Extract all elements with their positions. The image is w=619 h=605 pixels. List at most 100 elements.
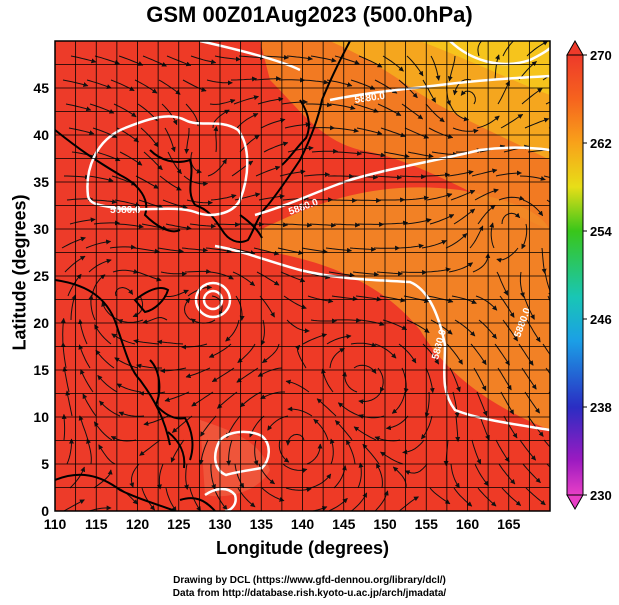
streamline (184, 128, 190, 154)
streamline (375, 174, 402, 180)
streamline (500, 113, 524, 129)
streamline (208, 271, 234, 280)
streamline (286, 55, 313, 61)
streamline (334, 317, 362, 323)
streamline (358, 319, 385, 326)
colorbar-label: 246 (590, 312, 612, 327)
streamline (469, 225, 484, 249)
streamline (78, 344, 91, 369)
streamline (302, 79, 329, 85)
streamline (379, 295, 406, 303)
streamline (548, 391, 550, 395)
streamline (404, 463, 428, 475)
streamline (352, 271, 379, 277)
streamline (190, 55, 217, 65)
streamline (472, 253, 491, 273)
streamline (279, 169, 306, 177)
streamline (479, 415, 490, 441)
streamline (209, 98, 236, 105)
streamline (453, 487, 473, 507)
streamline (183, 175, 209, 187)
streamline (110, 79, 135, 92)
streamline (524, 391, 541, 414)
streamline (309, 473, 332, 489)
streamline (225, 319, 240, 342)
contour-label: 5880.0 (354, 91, 386, 106)
streamline (542, 74, 550, 81)
streamline (549, 224, 550, 226)
x-tick-label: 145 (332, 516, 356, 532)
streamline (337, 402, 361, 417)
streamline (140, 127, 159, 148)
streamline (285, 487, 312, 493)
streamline (494, 54, 500, 81)
streamline (80, 369, 94, 393)
streamline (523, 295, 535, 320)
streamline (328, 271, 355, 278)
x-tick-label: 120 (126, 516, 150, 532)
streamline (446, 343, 463, 365)
streamline (334, 55, 360, 65)
streamline (325, 247, 352, 253)
y-tick-label: 15 (33, 362, 49, 378)
x-tick-label: 125 (167, 516, 191, 532)
streamline (524, 117, 550, 129)
streamline (430, 55, 441, 81)
streamline (545, 367, 550, 375)
streamline (452, 391, 460, 418)
streamline (425, 367, 435, 394)
streamline (71, 151, 98, 159)
streamline (357, 462, 364, 489)
streamline (310, 55, 337, 63)
streamline (455, 415, 461, 442)
streamline (333, 222, 361, 228)
y-tick-label: 10 (33, 409, 49, 425)
streamline (451, 295, 477, 304)
streamline (476, 391, 488, 417)
streamline (477, 487, 497, 507)
x-axis-label: Longitude (degrees) (215, 538, 389, 558)
streamline (262, 343, 280, 364)
plot-frame (54, 40, 551, 512)
streamline (329, 347, 345, 369)
streamline (257, 96, 284, 105)
colorbar-label: 254 (590, 224, 612, 239)
streamline (313, 418, 329, 441)
streamline (69, 466, 86, 489)
streamline (139, 439, 161, 456)
streamline (424, 267, 451, 273)
streamline (398, 496, 419, 511)
y-tick-label: 40 (33, 127, 49, 143)
streamline (214, 55, 241, 62)
streamline (238, 54, 265, 60)
streamline (380, 451, 404, 465)
streamline (185, 103, 201, 127)
streamline (113, 103, 137, 118)
streamline (518, 343, 534, 366)
streamline (447, 170, 474, 177)
y-tick-label: 45 (33, 80, 49, 96)
colorbar-ramp (566, 54, 584, 496)
streamline (157, 463, 164, 490)
streamline (374, 343, 397, 359)
y-tick-labels: 0 5 10 15 20 25 30 35 40 45 (33, 80, 49, 519)
streamline (326, 333, 352, 345)
x-tick-label: 160 (456, 516, 480, 532)
streamline (355, 295, 382, 302)
streamline (90, 199, 117, 205)
streamline (477, 204, 496, 225)
streamline (230, 512, 250, 528)
colorbar-label: 270 (590, 48, 612, 63)
streamline (353, 103, 379, 113)
streamline (406, 55, 424, 77)
streamline (239, 391, 262, 408)
streamline (191, 391, 214, 407)
streamline (521, 223, 528, 250)
streamline (87, 175, 114, 183)
streamline (399, 174, 427, 180)
streamline (163, 289, 189, 297)
streamline (543, 175, 550, 179)
streamline (474, 188, 499, 201)
streamline (189, 223, 216, 229)
streamline (284, 122, 311, 129)
